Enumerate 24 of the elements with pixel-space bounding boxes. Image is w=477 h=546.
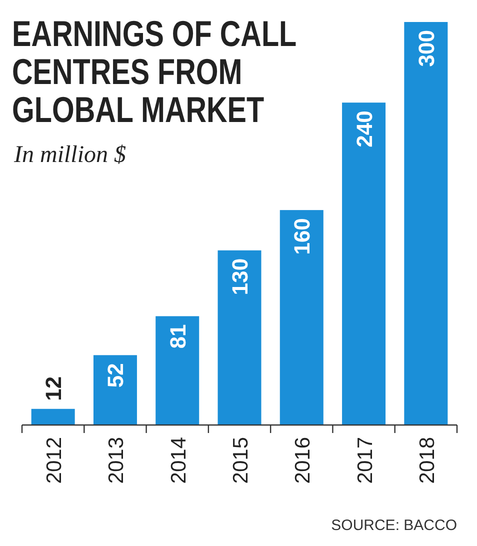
text: In million $ [13, 142, 126, 168]
bar [404, 22, 448, 425]
x-tick-label: 2017 [354, 437, 377, 484]
bar [156, 316, 200, 425]
x-tick-label: 2013 [105, 437, 128, 484]
data-label: 160 [290, 218, 315, 255]
x-tick-label: 2016 [292, 437, 315, 484]
data-label: 12 [41, 376, 66, 401]
text: EARNINGS OF CALL CENTRES FROM GLOBAL MARKET [12, 12, 297, 130]
data-label: 130 [228, 258, 252, 296]
bar [31, 408, 75, 425]
bar [93, 355, 137, 425]
bar [280, 210, 324, 425]
x-tick-label: 2018 [416, 437, 439, 484]
data-label: 300 [414, 30, 439, 67]
bar [218, 250, 262, 425]
data-label: 81 [165, 324, 190, 349]
x-tick-label: 2012 [43, 437, 66, 484]
source-note: SOURCE: BACCO [331, 517, 457, 534]
data-label: 52 [103, 363, 128, 388]
bar [342, 102, 386, 425]
x-tick-label: 2014 [167, 436, 190, 484]
x-tick-label: 2015 [230, 437, 252, 484]
data-label: 240 [352, 110, 377, 148]
